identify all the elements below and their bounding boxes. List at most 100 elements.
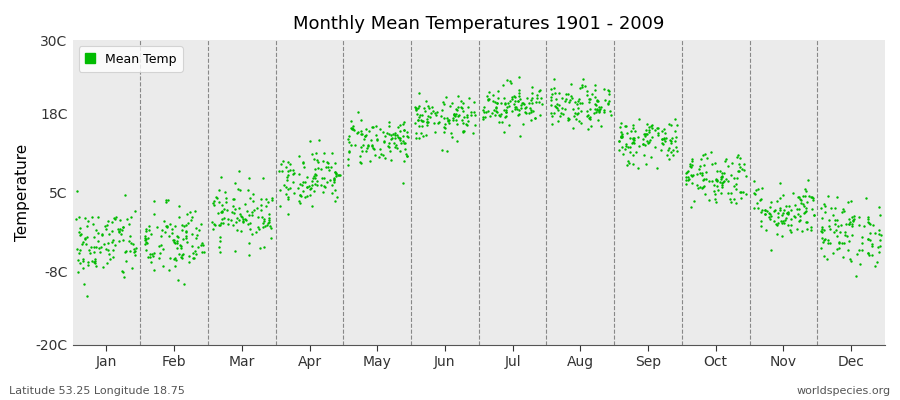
Point	[565, 106, 580, 112]
Point	[626, 122, 640, 128]
Point	[232, 168, 247, 174]
Point	[860, 216, 875, 222]
Point	[111, 226, 125, 232]
Point	[514, 102, 528, 108]
Point	[832, 223, 846, 230]
Point	[302, 138, 317, 144]
Point	[240, 207, 255, 214]
Point	[229, 206, 243, 213]
Point	[512, 107, 526, 114]
Point	[179, 234, 194, 241]
Point	[378, 132, 392, 139]
Point	[739, 172, 753, 179]
Point	[252, 226, 266, 232]
Point	[72, 249, 86, 256]
Point	[871, 244, 886, 250]
Point	[256, 224, 270, 231]
Point	[748, 190, 762, 197]
Point	[186, 255, 201, 262]
Point	[713, 168, 727, 174]
Point	[292, 198, 307, 204]
Point	[602, 98, 616, 104]
Point	[614, 133, 628, 140]
Point	[302, 186, 317, 192]
Point	[549, 96, 563, 102]
Point	[845, 221, 859, 227]
Point	[504, 94, 518, 101]
Point	[601, 87, 616, 93]
Point	[776, 192, 790, 198]
Point	[141, 234, 156, 241]
Point	[176, 280, 191, 287]
Point	[418, 98, 433, 104]
Point	[778, 203, 793, 209]
Point	[817, 253, 832, 259]
Point	[283, 161, 297, 167]
Point	[665, 135, 680, 141]
Point	[572, 85, 587, 92]
Point	[761, 214, 776, 220]
Point	[758, 207, 772, 214]
Point	[138, 241, 152, 248]
Point	[345, 125, 359, 131]
Point	[847, 213, 861, 220]
Point	[167, 256, 182, 262]
Point	[623, 134, 637, 141]
Point	[620, 144, 634, 150]
Point	[724, 190, 738, 196]
Point	[257, 223, 272, 230]
Point	[325, 182, 339, 188]
Point	[455, 120, 470, 126]
Point	[86, 220, 100, 227]
Point	[357, 133, 372, 140]
Point	[626, 140, 641, 146]
Point	[612, 123, 626, 130]
Point	[163, 255, 177, 262]
Point	[684, 172, 698, 178]
Point	[366, 145, 381, 151]
Point	[498, 100, 512, 106]
Point	[219, 199, 233, 205]
Point	[486, 98, 500, 104]
Point	[242, 240, 256, 246]
Point	[695, 172, 709, 178]
Point	[786, 190, 800, 196]
Point	[236, 216, 250, 222]
Point	[262, 216, 276, 223]
Point	[475, 107, 490, 113]
Point	[390, 132, 404, 139]
Point	[442, 117, 456, 123]
Point	[781, 211, 796, 218]
Point	[559, 91, 573, 98]
Point	[872, 204, 886, 210]
Point	[281, 186, 295, 192]
Point	[664, 140, 679, 146]
Point	[834, 208, 849, 215]
Point	[316, 189, 330, 196]
Point	[669, 134, 683, 140]
Point	[205, 218, 220, 225]
Point	[820, 256, 834, 262]
Point	[806, 211, 821, 218]
Point	[687, 198, 701, 204]
Point	[622, 160, 636, 166]
Point	[117, 274, 131, 280]
Point	[353, 159, 367, 165]
Point	[517, 100, 531, 107]
Point	[305, 178, 320, 185]
Point	[498, 95, 512, 101]
Point	[179, 233, 194, 240]
Point	[821, 237, 835, 243]
Point	[116, 236, 130, 243]
Point	[730, 174, 744, 181]
Point	[836, 206, 850, 212]
Point	[670, 122, 685, 128]
Point	[501, 122, 516, 128]
Point	[369, 123, 383, 129]
Point	[661, 146, 675, 153]
Point	[729, 200, 743, 207]
Point	[467, 109, 482, 116]
Point	[804, 194, 818, 200]
Point	[489, 105, 503, 111]
Point	[625, 140, 639, 146]
